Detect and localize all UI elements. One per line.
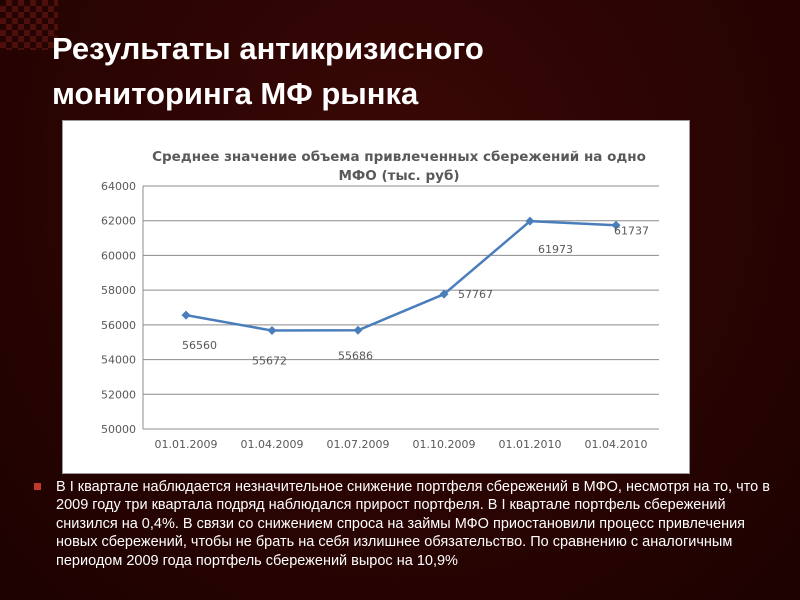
y-tick-label: 58000 (101, 284, 136, 297)
data-label: 55672 (252, 355, 287, 368)
data-point-marker (353, 325, 363, 335)
y-tick-label: 64000 (101, 180, 136, 193)
x-tick-label: 01.04.2010 (585, 438, 648, 451)
chart-container: Среднее значение объема привлеченных сбе… (62, 120, 690, 474)
grid-lines (143, 185, 659, 430)
corner-decoration (0, 0, 58, 50)
chart-title-line-2: МФО (тыс. руб) (338, 168, 459, 184)
series-polyline (185, 219, 617, 332)
y-tick-label: 56000 (101, 319, 136, 332)
x-tick-label: 01.04.2009 (241, 438, 304, 451)
data-point-marker (611, 220, 621, 230)
y-tick-label: 60000 (101, 249, 136, 262)
data-labels: 56560 55672 55686 57767 61973 61737 (182, 224, 649, 367)
x-tick-label: 01.01.2009 (155, 438, 218, 451)
series-line (181, 216, 621, 336)
x-tick-label: 01.01.2010 (499, 438, 562, 451)
summary-paragraph: В I квартале наблюдается незначительное … (34, 478, 774, 570)
y-tick-label: 54000 (101, 354, 136, 367)
chart-title-line-1: Среднее значение объема привлеченных сбе… (152, 149, 646, 165)
data-label: 61973 (538, 243, 573, 256)
data-point-marker (439, 289, 449, 299)
y-tick-label: 50000 (101, 423, 136, 436)
y-tick-label: 52000 (101, 388, 136, 401)
slide-title: Результаты антикризисного мониторинга МФ… (52, 26, 752, 116)
x-tick-label: 01.10.2009 (413, 438, 476, 451)
x-tick-label: 01.07.2009 (327, 438, 390, 451)
data-label: 56560 (182, 339, 217, 352)
slide-title-line-1: Результаты антикризисного (52, 31, 484, 66)
bullet-marker (34, 483, 41, 490)
data-label: 61737 (614, 224, 649, 237)
slide-title-line-2: мониторинга МФ рынка (52, 76, 419, 111)
data-point-marker (525, 216, 535, 226)
axes: 50000 52000 54000 56000 58000 60000 62000 64000… (101, 180, 647, 451)
line-chart: Среднее значение объема привлеченных сбе… (101, 149, 659, 451)
y-tick-label: 62000 (101, 215, 136, 228)
summary-text: В I квартале наблюдается незначительное … (56, 479, 770, 569)
data-point-marker (267, 326, 277, 336)
data-label: 55686 (338, 349, 373, 362)
data-label: 57767 (458, 288, 493, 301)
data-point-marker (181, 310, 191, 320)
